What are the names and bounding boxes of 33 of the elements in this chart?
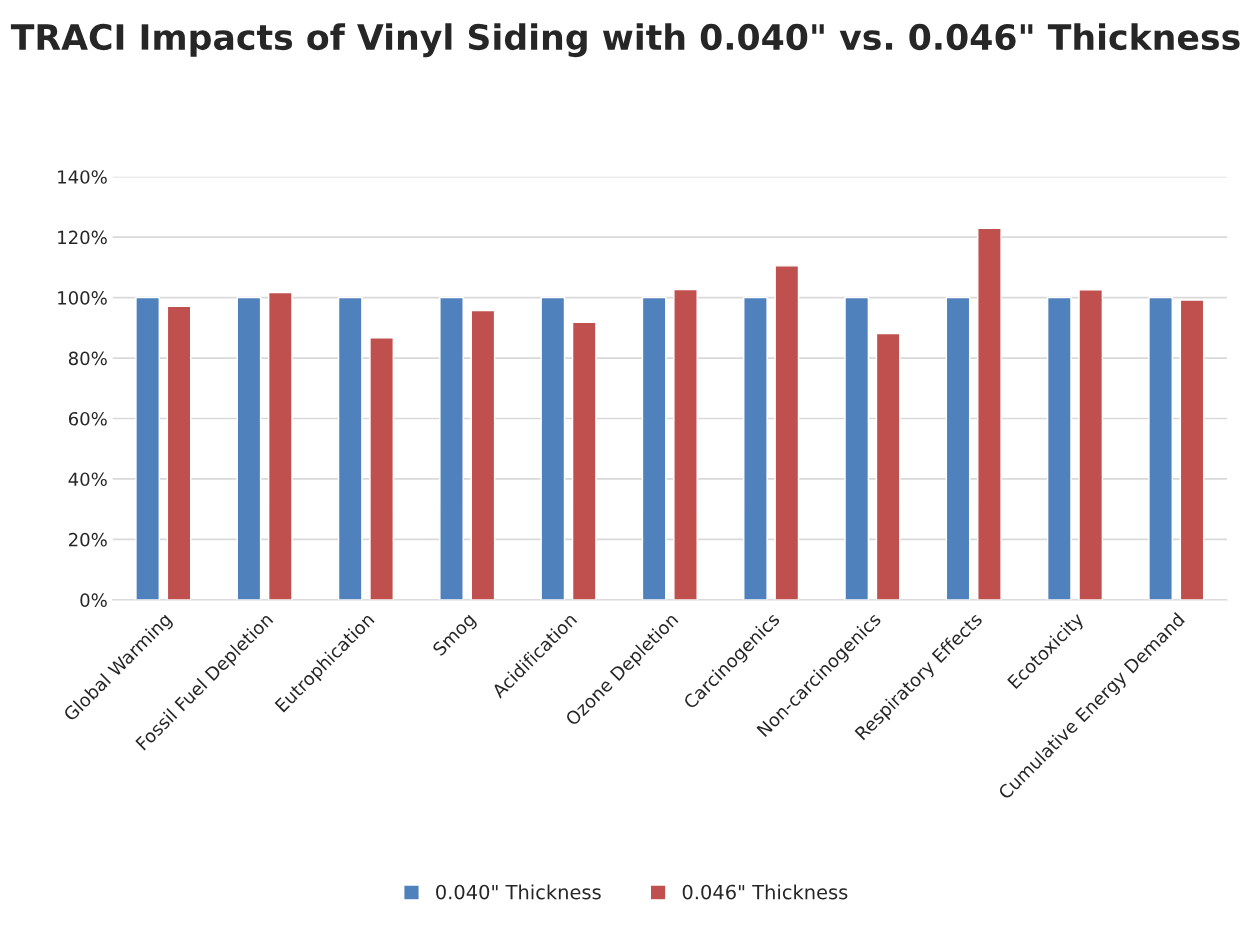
- bar: [135, 296, 160, 600]
- bar: [977, 227, 1002, 600]
- y-tick-label: 20%: [69, 532, 107, 547]
- bar: [1179, 299, 1205, 600]
- chart-title: TRACI Impacts of Vinyl Siding with 0.040" vs. 0.046" Thickness: [10, 23, 1240, 58]
- bar: [1078, 289, 1104, 600]
- y-tick-label: 120%: [58, 230, 107, 245]
- bar: [844, 296, 870, 600]
- bar: [369, 337, 394, 600]
- bar: [774, 265, 800, 600]
- bar: [470, 309, 496, 600]
- bar: [540, 296, 566, 600]
- bar: [1148, 296, 1173, 600]
- y-tick-label: 60%: [68, 411, 107, 426]
- bar: [439, 296, 464, 600]
- bar: [641, 296, 667, 600]
- bar: [267, 291, 293, 600]
- bar: [875, 332, 901, 600]
- bar: [1046, 296, 1072, 600]
- y-tick-label: 40%: [68, 472, 107, 487]
- y-tick-label: 100%: [58, 291, 107, 305]
- bar: [337, 296, 363, 600]
- bar: [945, 296, 971, 600]
- y-tick-label: 0%: [80, 593, 107, 607]
- bar: [166, 305, 192, 600]
- bar: [236, 296, 262, 600]
- bar: [673, 288, 698, 600]
- y-tick-label: 140%: [58, 170, 107, 184]
- bar: [743, 296, 768, 600]
- legend-label: 0.046" Thickness: [682, 884, 848, 900]
- bar: [571, 321, 597, 600]
- y-tick-label: 80%: [68, 351, 107, 366]
- legend-label: 0.040" Thickness: [436, 884, 601, 900]
